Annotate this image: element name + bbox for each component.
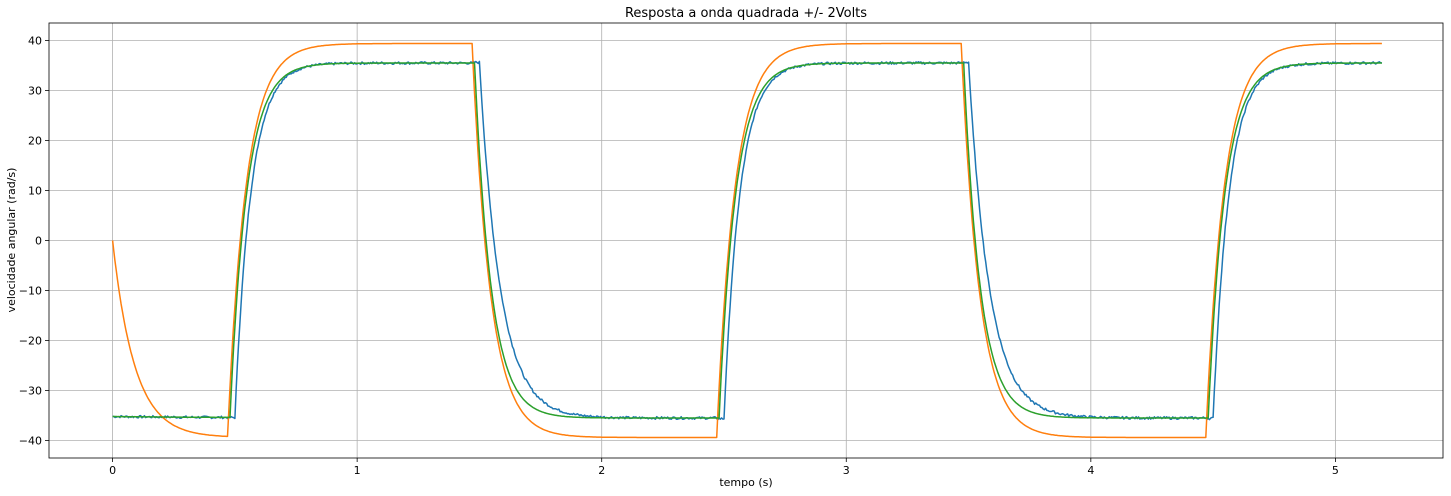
axis-ticks: 0 1 2 3 4 5 −40 −30 −20 −10 0 10 20 30 40 xyxy=(19,35,1339,478)
x-tick-label: 1 xyxy=(354,464,361,477)
x-tick-label: 4 xyxy=(1087,464,1094,477)
grid-lines xyxy=(49,23,1443,458)
x-tick-label: 2 xyxy=(598,464,605,477)
x-tick-label: 0 xyxy=(109,464,116,477)
y-tick-label: 20 xyxy=(28,135,42,148)
chart-title: Resposta a onda quadrada +/- 2Volts xyxy=(625,6,867,21)
y-tick-label: 40 xyxy=(28,35,42,48)
y-tick-label: −10 xyxy=(19,285,42,298)
x-axis-label: tempo (s) xyxy=(719,476,772,489)
y-tick-label: −30 xyxy=(19,385,42,398)
y-tick-label: −40 xyxy=(19,435,42,448)
series-layer xyxy=(111,42,1383,439)
y-axis-label: velocidade angular (rad/s) xyxy=(5,168,18,313)
y-tick-label: −20 xyxy=(19,335,42,348)
series-line-2 xyxy=(111,42,1382,439)
x-tick-label: 3 xyxy=(843,464,850,477)
y-tick-label: 10 xyxy=(28,185,42,198)
series-line-3 xyxy=(112,62,1382,419)
y-tick-label: 0 xyxy=(35,235,42,248)
y-tick-label: 30 xyxy=(28,85,42,98)
x-tick-label: 5 xyxy=(1332,464,1339,477)
